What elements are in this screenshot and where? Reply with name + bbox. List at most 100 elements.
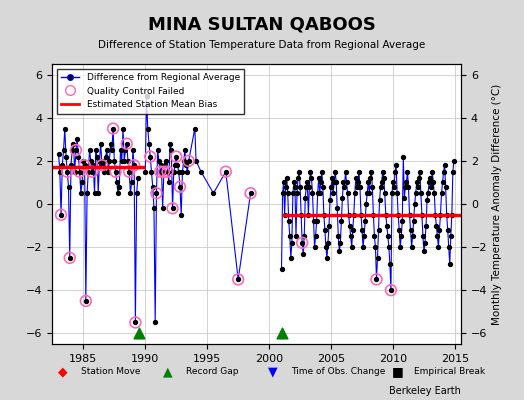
Point (320, 212, 328, 218)
Point (394, 212, 402, 218)
Point (121, 147, 129, 153)
Point (152, 190, 161, 196)
Point (80, 162, 89, 168)
Point (348, 227, 357, 233)
Point (397, 233, 406, 240)
Point (192, 158, 200, 164)
Point (353, 184, 361, 190)
Point (287, 255, 295, 261)
Point (174, 168, 183, 175)
Point (298, 240, 307, 246)
Legend: Difference from Regional Average, Quality Control Failed, Estimated Station Mean: Difference from Regional Average, Qualit… (57, 68, 245, 114)
Point (418, 212, 426, 218)
Point (82, 298, 90, 304)
Point (234, 276, 243, 282)
Point (319, 184, 327, 190)
Point (112, 168, 120, 175)
Point (428, 168, 436, 175)
Point (373, 255, 381, 261)
Point (396, 244, 405, 250)
Point (160, 168, 168, 175)
Point (163, 168, 172, 175)
Point (222, 168, 230, 175)
Point (388, 190, 396, 196)
Point (120, 158, 128, 164)
Point (54, 151, 63, 158)
Point (147, 168, 156, 175)
Point (152, 190, 161, 196)
Point (107, 147, 116, 153)
Point (380, 190, 389, 196)
Point (426, 175, 434, 181)
Point (381, 212, 390, 218)
Point (277, 330, 286, 336)
Point (279, 179, 288, 186)
Point (180, 158, 188, 164)
Point (318, 168, 326, 175)
Point (168, 205, 177, 212)
Point (246, 190, 255, 196)
Point (333, 205, 342, 212)
Point (439, 179, 447, 186)
Point (341, 168, 350, 175)
Point (73, 136, 81, 142)
Point (376, 184, 385, 190)
Point (79, 158, 88, 164)
Point (306, 168, 314, 175)
Point (430, 190, 439, 196)
Point (177, 212, 185, 218)
Point (59, 147, 68, 153)
Point (176, 184, 184, 190)
Point (123, 140, 131, 147)
Point (85, 147, 94, 153)
Point (72, 147, 80, 153)
Point (288, 240, 296, 246)
Point (449, 168, 457, 175)
Point (124, 158, 132, 164)
Point (89, 162, 97, 168)
Y-axis label: Monthly Temperature Anomaly Difference (°C): Monthly Temperature Anomaly Difference (… (492, 83, 501, 325)
Point (66, 255, 74, 261)
Point (88, 168, 96, 175)
Point (173, 162, 182, 168)
Point (372, 244, 380, 250)
Point (350, 212, 358, 218)
Point (438, 190, 446, 196)
Point (106, 140, 115, 147)
Point (222, 168, 230, 175)
Point (440, 168, 448, 175)
Point (72, 147, 80, 153)
Point (109, 126, 117, 132)
Point (163, 168, 172, 175)
Point (172, 154, 180, 160)
Point (363, 190, 372, 196)
Point (386, 261, 394, 268)
Text: Time of Obs. Change: Time of Obs. Change (291, 368, 385, 376)
Point (150, 205, 158, 212)
Point (98, 162, 106, 168)
Point (314, 175, 323, 181)
Point (429, 179, 438, 186)
Point (379, 175, 388, 181)
Point (165, 179, 173, 186)
Point (74, 154, 83, 160)
Point (377, 179, 386, 186)
Point (423, 196, 431, 203)
Point (330, 179, 339, 186)
Point (67, 162, 75, 168)
Point (303, 179, 312, 186)
Point (299, 250, 308, 257)
Point (336, 240, 345, 246)
Point (393, 190, 401, 196)
Point (409, 218, 418, 224)
Point (450, 158, 458, 164)
Point (370, 233, 379, 240)
Point (156, 168, 165, 175)
Point (162, 158, 170, 164)
Point (329, 190, 337, 196)
Point (131, 319, 139, 326)
Point (80, 162, 89, 168)
Point (347, 244, 356, 250)
Point (290, 179, 298, 186)
Point (435, 227, 444, 233)
